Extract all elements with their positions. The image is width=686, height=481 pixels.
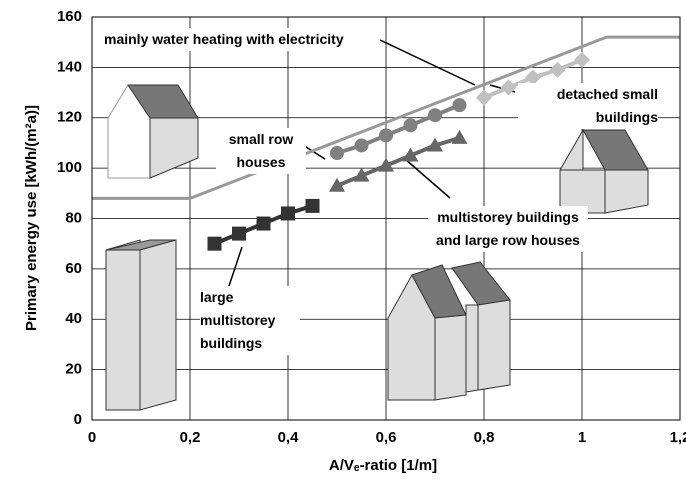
y-tick-label: 40 xyxy=(65,310,82,327)
x-tick-label: 0,2 xyxy=(180,429,201,446)
y-tick-label: 120 xyxy=(57,109,82,126)
y-axis-label: Primary energy use [kWh/(m²a)] xyxy=(23,105,40,331)
x-tick-label: 1,2 xyxy=(670,429,686,446)
marker xyxy=(232,227,246,241)
marker xyxy=(355,138,369,152)
annotation: detached small buildings xyxy=(518,83,658,129)
marker xyxy=(306,199,320,213)
y-tick-label: 80 xyxy=(65,209,82,226)
marker xyxy=(574,52,590,68)
y-tick-label: 20 xyxy=(65,361,82,378)
x-tick-label: 0,8 xyxy=(474,429,495,446)
y-tick-label: 140 xyxy=(57,58,82,75)
marker xyxy=(452,130,468,144)
grid xyxy=(92,17,680,420)
x-tick-label: 0 xyxy=(88,429,96,446)
y-tick-label: 0 xyxy=(74,411,82,428)
annotation: large multistorey buildings xyxy=(200,286,300,355)
x-tick-label: 0,4 xyxy=(278,429,300,446)
y-tick-label: 100 xyxy=(57,159,82,176)
annotation: mainly water heating with electricity xyxy=(104,28,344,51)
marker xyxy=(257,217,271,231)
marker xyxy=(379,128,393,142)
x-tick-label: 0,6 xyxy=(376,429,397,446)
y-tick-label: 60 xyxy=(65,260,82,277)
marker xyxy=(550,62,566,78)
x-axis-label: A/Vₑ-ratio [1/m] xyxy=(329,457,437,474)
x-tick-label: 1 xyxy=(578,429,586,446)
marker xyxy=(476,90,492,106)
marker xyxy=(428,108,442,122)
y-tick-label: 160 xyxy=(57,8,82,25)
marker xyxy=(404,118,418,132)
marker xyxy=(501,80,517,96)
marker xyxy=(330,146,344,160)
marker xyxy=(208,237,222,251)
marker xyxy=(453,98,467,112)
annotation: multistorey buildings and large row hous… xyxy=(428,206,588,252)
marker xyxy=(281,206,295,220)
page: A/Vₑ-ratio [1/m] Primary energy use [kWh… xyxy=(0,0,686,481)
annotation: small row houses xyxy=(216,128,306,174)
